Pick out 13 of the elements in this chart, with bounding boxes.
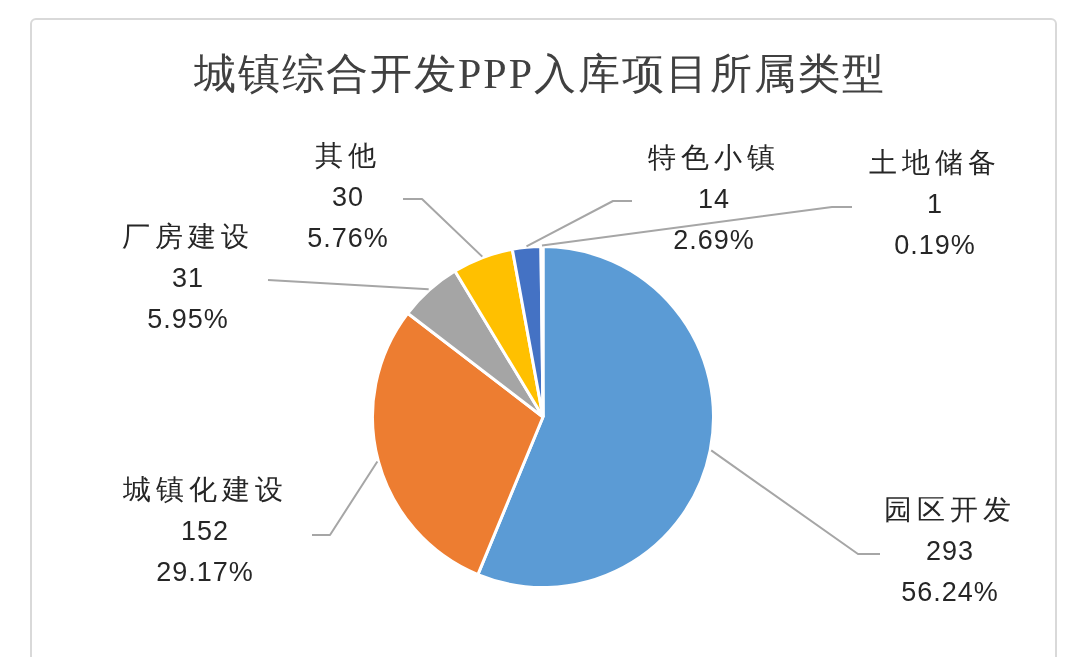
data-label: 1 0.19% (894, 189, 976, 261)
slice-label: 园区开发 (884, 494, 1016, 526)
chart-title: 城镇综合开发PPP入库项目所属类型 (192, 50, 888, 99)
slice-label: 特色小镇 (648, 142, 780, 174)
data-label: 14 2.69% (673, 184, 755, 256)
data-label: 30 5.76% (307, 182, 389, 254)
data-label: 31 5.95% (147, 263, 229, 335)
slice-label: 其他 (315, 140, 381, 172)
data-label: 152 29.17% (156, 516, 254, 588)
data-label: 293 56.24% (901, 536, 999, 608)
slice-label: 厂房建设 (122, 221, 254, 253)
slice-label: 土地储备 (869, 147, 1001, 179)
slice-label: 城镇化建设 (121, 474, 288, 506)
